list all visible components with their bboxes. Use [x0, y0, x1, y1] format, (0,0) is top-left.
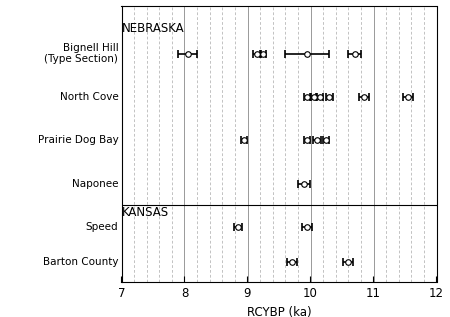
Text: Bignell Hill
(Type Section): Bignell Hill (Type Section)	[45, 43, 118, 64]
X-axis label: RCYBP (ka): RCYBP (ka)	[247, 306, 311, 317]
Text: Prairie Dog Bay: Prairie Dog Bay	[38, 135, 118, 145]
Text: North Cove: North Cove	[59, 92, 118, 102]
Text: Speed: Speed	[86, 222, 118, 232]
Text: KANSAS: KANSAS	[122, 206, 169, 219]
Text: Barton County: Barton County	[43, 257, 118, 268]
Text: Naponee: Naponee	[72, 179, 118, 189]
Text: NEBRASKA: NEBRASKA	[122, 22, 184, 35]
